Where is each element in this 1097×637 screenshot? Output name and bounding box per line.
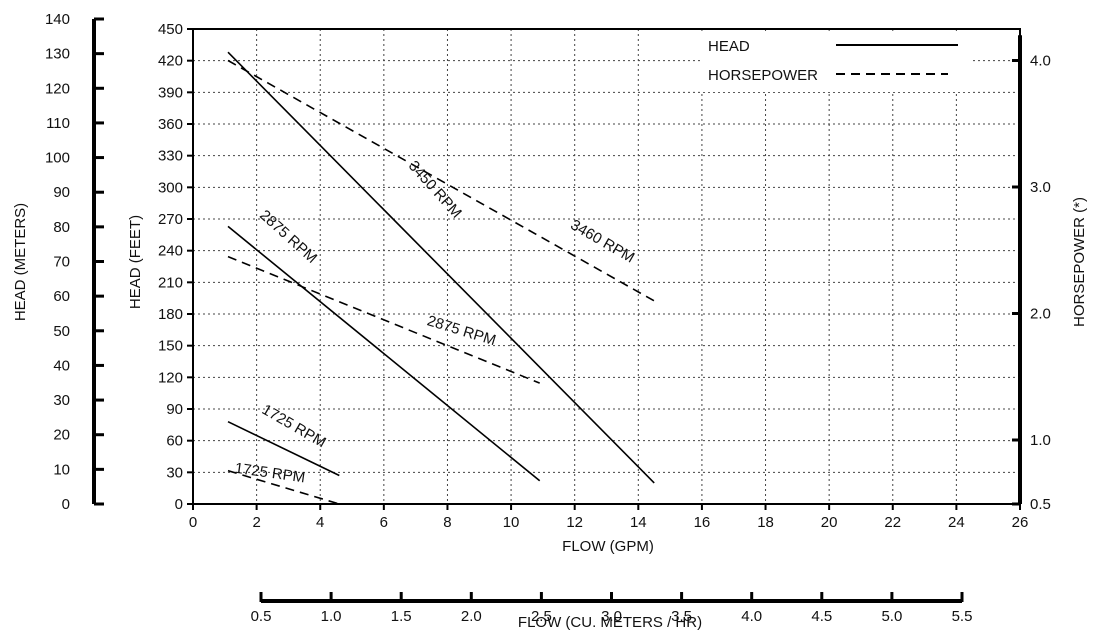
head-curve-2875-rpm [227,225,541,482]
legend-label-horsepower: HORSEPOWER [708,67,818,84]
metric-tick-label: 2.0 [461,608,482,625]
meters-tick-label: 20 [53,427,70,444]
x-axis-title: FLOW (GPM) [562,538,654,555]
meters-tick-label: 140 [45,11,70,28]
y-tick-label: 150 [158,338,183,355]
x-tick-label: 22 [884,514,901,531]
x-tick-label: 10 [503,514,520,531]
meters-tick-label: 30 [53,392,70,409]
meters-tick-label: 100 [45,150,70,167]
grid [193,29,1020,504]
x-tick-label: 26 [1012,514,1029,531]
horsepower-tick-label: 2.0 [1030,306,1051,323]
meters-tick-label: 40 [53,357,70,374]
y-tick-label: 210 [158,274,183,291]
x-tick-label: 4 [316,514,324,531]
y-tick-label: 420 [158,53,183,70]
meters-tick-label: 0 [62,496,70,513]
metric-tick-label: 4.0 [741,608,762,625]
horsepower-tick-label: 4.0 [1030,53,1051,70]
meters-tick-label: 80 [53,219,70,236]
horsepower-tick-label: 3.0 [1030,179,1051,196]
x-tick-label: 12 [566,514,583,531]
metric-tick-label: 1.5 [391,608,412,625]
horsepower-curve-3450-rpm [227,59,655,302]
y-axis-title-meters: HEAD (METERS) [12,203,29,321]
y-tick-label: 30 [166,464,183,481]
metric-tick-label: 3.0 [601,608,622,625]
legend-label-head: HEAD [708,38,750,55]
metric-tick-label: 3.5 [671,608,692,625]
y-tick-label: 60 [166,433,183,450]
metric-tick-label: 4.5 [811,608,832,625]
metric-tick-label: 5.0 [881,608,902,625]
metric-tick-label: 1.0 [321,608,342,625]
meters-tick-label: 110 [46,115,70,132]
axes: 0 2 4 6 8 10 12 14 16 18 20 22 24 2603060901201501802… [45,11,1051,625]
x-tick-label: 0 [189,514,197,531]
horsepower-tick-label: 0.5 [1030,496,1051,513]
x-tick-label: 18 [757,514,774,531]
rpm-annotation: 3460 RPM [567,216,637,266]
y-tick-label: 0 [175,496,183,513]
horsepower-tick-label: 1.0 [1030,432,1051,449]
legend-background [700,34,970,92]
x-tick-label: 16 [694,514,711,531]
meters-tick-label: 10 [53,461,70,478]
y-tick-label: 390 [158,84,183,101]
y-tick-label: 450 [158,21,183,38]
y-tick-label: 330 [158,148,183,165]
horsepower-curve-2875-rpm [227,255,541,384]
rpm-annotation: 1725 RPM [234,460,307,487]
series [227,51,655,505]
horsepower-curve-1725-rpm [227,469,340,505]
head-curve-1725-rpm [227,420,340,477]
meters-tick-label: 60 [53,288,70,305]
y-tick-label: 300 [158,179,183,196]
meters-tick-label: 50 [53,323,70,340]
y-axis-title-feet: HEAD (FEET) [127,215,144,309]
meters-tick-label: 130 [45,46,70,63]
legend: HEAD HORSEPOWER [700,34,970,92]
y-axis-title-horsepower: HORSEPOWER (*) [1071,197,1088,327]
metric-axis-title: FLOW (CU. METERS / HR) [518,614,702,631]
x-tick-label: 24 [948,514,965,531]
x-tick-label: 20 [821,514,838,531]
meters-tick-label: 90 [53,184,70,201]
meters-tick-label: 120 [45,80,70,97]
x-tick-label: 8 [443,514,451,531]
x-tick-label: 2 [252,514,260,531]
y-tick-label: 90 [166,401,183,418]
head-curve-3450-rpm [227,51,655,484]
metric-tick-label: 5.5 [952,608,973,625]
metric-tick-label: 0.5 [251,608,272,625]
y-tick-label: 180 [158,306,183,323]
y-tick-label: 270 [158,211,183,228]
meters-tick-label: 70 [53,254,70,271]
x-tick-label: 6 [380,514,388,531]
y-tick-label: 120 [158,369,183,386]
y-tick-label: 360 [158,116,183,133]
x-tick-label: 14 [630,514,647,531]
y-tick-label: 240 [158,243,183,260]
rpm-annotation: 2875 RPM [425,312,498,349]
metric-tick-label: 2.5 [531,608,552,625]
